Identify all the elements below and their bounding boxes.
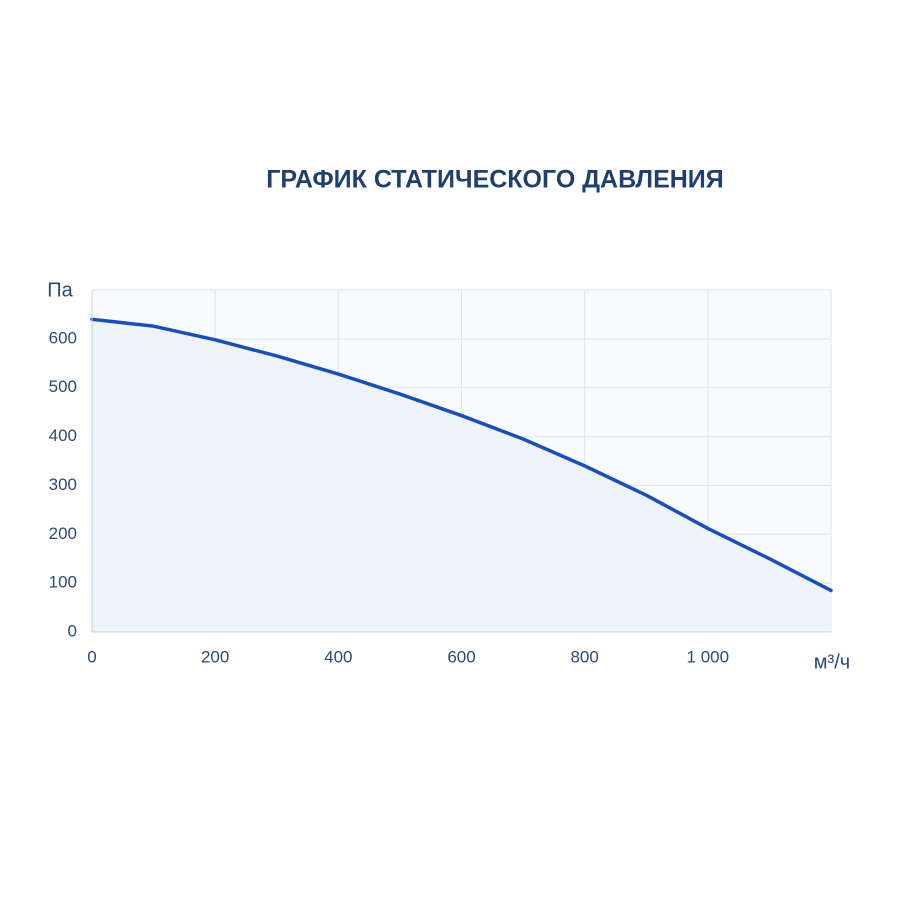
x-axis-title: м³/ч xyxy=(814,651,850,673)
y-tick-label: 100 xyxy=(49,573,77,592)
x-tick-label: 600 xyxy=(447,647,475,666)
chart-title: ГРАФИК СТАТИЧЕСКОГО ДАВЛЕНИЯ xyxy=(266,166,724,194)
area-fill xyxy=(92,319,831,632)
line xyxy=(90,317,833,593)
x-tick-label: 800 xyxy=(570,647,598,666)
y-tick-label: 500 xyxy=(49,377,77,396)
y-tick-label: 600 xyxy=(49,328,77,347)
y-tick-label: 300 xyxy=(49,475,77,494)
y-tick-label: 0 xyxy=(68,621,77,640)
x-tick-label: 0 xyxy=(87,647,96,666)
y-tick-label: 400 xyxy=(49,426,77,445)
y-axis-title: Па xyxy=(47,279,73,301)
y-tick-label: 200 xyxy=(49,524,77,543)
x-tick-label: 1 000 xyxy=(687,647,730,666)
x-tick-label: 400 xyxy=(324,647,352,666)
x-tick-label: 200 xyxy=(201,647,229,666)
